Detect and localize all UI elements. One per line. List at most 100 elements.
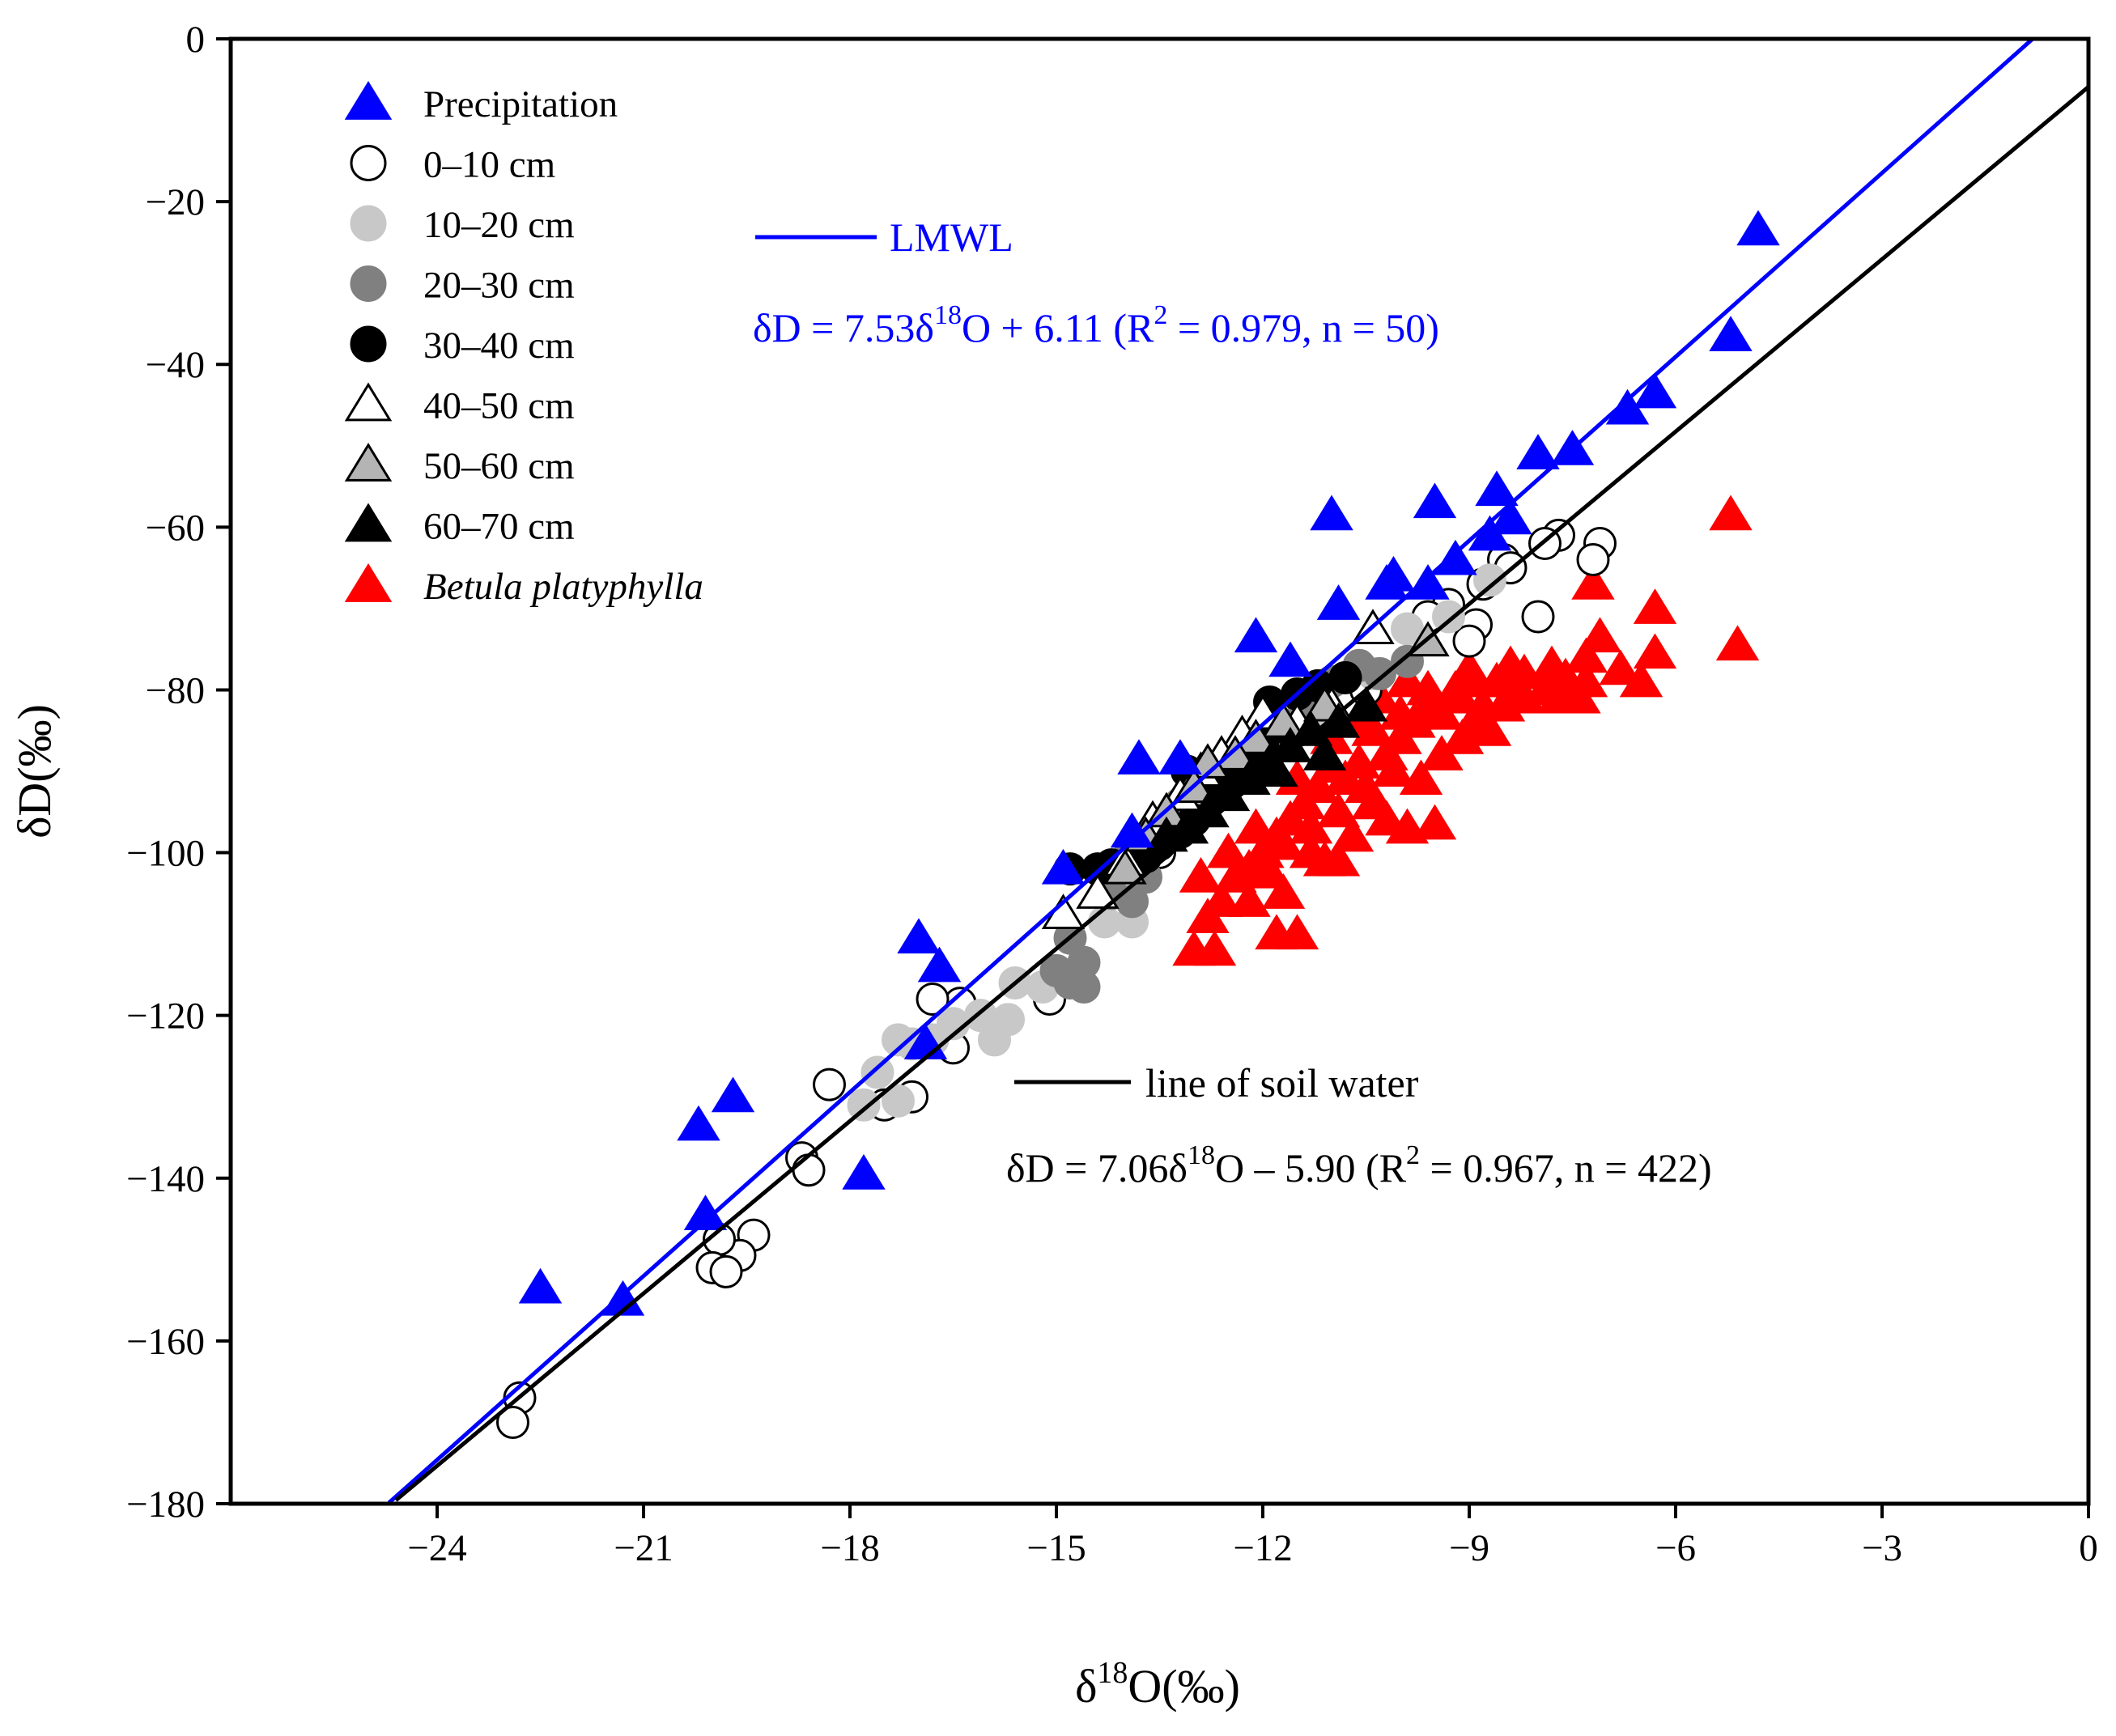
data-point xyxy=(1192,930,1237,966)
legend-label: 20–30 cm xyxy=(423,265,575,307)
data-point xyxy=(1489,645,1532,681)
data-point xyxy=(897,918,941,954)
regression-line-line-of-soil-water xyxy=(394,85,2090,1502)
legend-label: 50–60 cm xyxy=(423,445,575,487)
data-point xyxy=(1489,499,1532,535)
x-tick-label: 0 xyxy=(2079,1527,2098,1569)
data-point xyxy=(1310,494,1353,531)
data-point xyxy=(842,1154,886,1190)
data-point xyxy=(1371,751,1416,787)
y-tick-label: −180 xyxy=(126,1483,205,1526)
data-point xyxy=(496,1405,529,1439)
data-point xyxy=(1530,645,1574,681)
x-tick-label: −15 xyxy=(1026,1527,1086,1569)
data-point xyxy=(882,1084,915,1118)
data-point xyxy=(1452,624,1486,658)
legend-label: 60–70 cm xyxy=(423,506,575,548)
data-point xyxy=(1475,470,1519,507)
data-point xyxy=(1302,735,1347,770)
legend-item-betula-platyphylla: Betula platyphylla xyxy=(344,562,703,608)
x-tick-label: −18 xyxy=(820,1527,880,1569)
data-point xyxy=(1434,539,1477,575)
data-point xyxy=(1344,767,1388,804)
data-point xyxy=(1103,848,1147,885)
data-point xyxy=(1406,563,1450,600)
legend-item-30-40-cm: 30–40 cm xyxy=(350,325,575,367)
data-point xyxy=(916,983,950,1017)
plot-area-frame xyxy=(228,36,2091,1506)
data-point xyxy=(1115,885,1149,919)
data-point xyxy=(1076,873,1120,909)
data-point xyxy=(1255,751,1298,787)
x-tick-label: −12 xyxy=(1233,1527,1293,1569)
data-point xyxy=(1261,702,1306,738)
data-point xyxy=(1599,649,1642,685)
data-point xyxy=(1158,739,1202,775)
legend-marker xyxy=(350,145,387,181)
data-point xyxy=(1275,914,1319,950)
regression-lines xyxy=(387,37,2090,1505)
data-point xyxy=(1344,685,1388,722)
x-tick-label: −6 xyxy=(1655,1527,1696,1569)
data-point xyxy=(1041,848,1086,885)
data-point xyxy=(1633,372,1677,409)
x-axis-title-sup: 18 xyxy=(1097,1656,1128,1690)
data-point xyxy=(518,1267,563,1304)
y-tick-label: −20 xyxy=(145,181,205,223)
data-point xyxy=(1709,494,1753,531)
data-point xyxy=(813,1067,846,1101)
legend-marker xyxy=(344,562,393,602)
series-betula-platyphylla xyxy=(1172,494,1760,966)
legend-item-20-30-cm: 20–30 cm xyxy=(350,265,575,307)
data-point xyxy=(1213,856,1257,893)
y-tick-label: −100 xyxy=(126,833,205,875)
x-axis-title-delta: δ xyxy=(1075,1660,1097,1713)
legend-item-40-50-cm: 40–50 cm xyxy=(344,382,575,427)
x-tick-label: −9 xyxy=(1449,1527,1489,1569)
y-axis-title: δD(‰) xyxy=(8,704,61,838)
data-point xyxy=(1468,710,1512,746)
data-point xyxy=(1117,739,1161,775)
legend-label: 0–10 cm xyxy=(423,144,555,186)
soil-water-label: line of soil water xyxy=(1145,1060,1419,1106)
data-point xyxy=(1206,832,1251,868)
data-point xyxy=(1481,685,1526,722)
data-point xyxy=(1289,808,1333,844)
data-point xyxy=(1521,600,1555,634)
data-point xyxy=(1715,625,1760,661)
data-point xyxy=(1213,735,1257,770)
x-axis-title-rest: O(‰) xyxy=(1128,1660,1240,1713)
data-point xyxy=(1516,434,1560,469)
data-point xyxy=(683,1195,728,1231)
data-point xyxy=(1365,563,1409,600)
data-point xyxy=(1447,649,1491,685)
data-point xyxy=(1234,808,1278,844)
data-point xyxy=(1316,840,1361,876)
legend-marker xyxy=(344,80,393,120)
legend-label: Betula platyphylla xyxy=(423,566,703,608)
y-tick-label: −60 xyxy=(145,507,205,549)
data-point xyxy=(1179,856,1223,893)
data-point xyxy=(1234,617,1278,653)
legend: Precipitation 0–10 cm 10–20 cm 20–30 cm 30–4… xyxy=(344,80,703,608)
legend-item-60-70-cm: 60–70 cm xyxy=(344,503,575,548)
legend-marker xyxy=(350,325,387,363)
data-point xyxy=(1564,637,1608,673)
data-point xyxy=(1186,792,1230,828)
data-point xyxy=(1328,660,1362,694)
legend-marker xyxy=(344,503,393,542)
data-point xyxy=(1571,563,1615,600)
x-axis-title: δ18O(‰) xyxy=(1075,1656,1240,1713)
data-point xyxy=(1578,617,1622,653)
data-point xyxy=(1633,633,1677,669)
y-tick-label: −120 xyxy=(126,995,205,1038)
lmwl-equation: δD = 7.53δ18O + 6.11 (R2 = 0.979, n = 50… xyxy=(753,300,1439,350)
x-tick-label: −24 xyxy=(407,1527,467,1569)
data-point xyxy=(917,946,962,983)
y-tick-label: −160 xyxy=(126,1321,205,1363)
legend-label: 30–40 cm xyxy=(423,325,575,367)
data-point xyxy=(709,1254,743,1288)
data-point xyxy=(1736,210,1780,246)
legend-marker xyxy=(350,205,387,242)
